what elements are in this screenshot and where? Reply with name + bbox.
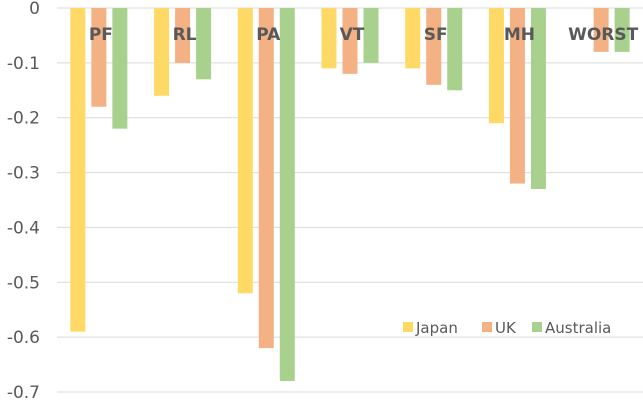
category-label: SF xyxy=(424,25,448,45)
category-label: RL xyxy=(173,25,197,45)
y-tick-label: -0.2 xyxy=(7,109,40,129)
bar-japan-rl xyxy=(154,8,170,96)
category-label: VT xyxy=(340,25,365,45)
y-tick-label: -0.3 xyxy=(7,164,40,184)
category-labels: PF RL PA VT SF MH WORST xyxy=(89,25,639,45)
legend-label-uk: UK xyxy=(495,319,517,337)
bar-japan-vt xyxy=(321,8,337,69)
bar-australia-vt xyxy=(363,8,379,63)
y-tick-label: -0.4 xyxy=(7,218,40,238)
category-label: PF xyxy=(89,25,113,45)
bar-australia-sf xyxy=(447,8,463,91)
legend-label-australia: Australia xyxy=(545,319,611,337)
bar-japan-mh xyxy=(488,8,504,124)
bar-japan-pf xyxy=(70,8,86,332)
y-tick-label: 0 xyxy=(29,0,40,19)
bar-uk-sf xyxy=(426,8,442,85)
category-label: MH xyxy=(504,25,535,45)
y-tick-label: -0.1 xyxy=(7,54,40,74)
bar-australia-pf xyxy=(112,8,128,129)
category-label: WORST xyxy=(568,25,639,45)
bar-australia-pa xyxy=(279,8,295,382)
bar-uk-pa xyxy=(258,8,274,349)
category-label: PA xyxy=(256,25,281,45)
bar-uk-worst xyxy=(593,8,609,52)
bar-uk-vt xyxy=(342,8,358,74)
bars xyxy=(70,8,630,382)
y-axis: 0 -0.1 -0.2 -0.3 -0.4 -0.5 -0.6 -0.7 xyxy=(7,0,40,402)
bar-australia-mh xyxy=(530,8,546,190)
bar-australia-worst xyxy=(614,8,630,52)
bar-uk-pf xyxy=(91,8,107,107)
legend: Japan UK Australia xyxy=(403,319,611,337)
y-tick-label: -0.5 xyxy=(7,273,40,293)
bar-australia-rl xyxy=(196,8,212,80)
bar-uk-rl xyxy=(175,8,191,63)
legend-swatch-australia xyxy=(532,322,542,332)
legend-swatch-uk xyxy=(482,322,492,332)
bar-japan-sf xyxy=(405,8,421,69)
legend-swatch-japan xyxy=(403,322,413,332)
bar-uk-mh xyxy=(509,8,525,184)
y-tick-label: -0.6 xyxy=(7,328,40,348)
legend-label-japan: Japan xyxy=(415,319,458,337)
bar-japan-pa xyxy=(237,8,253,294)
y-tick-label: -0.7 xyxy=(7,383,40,402)
